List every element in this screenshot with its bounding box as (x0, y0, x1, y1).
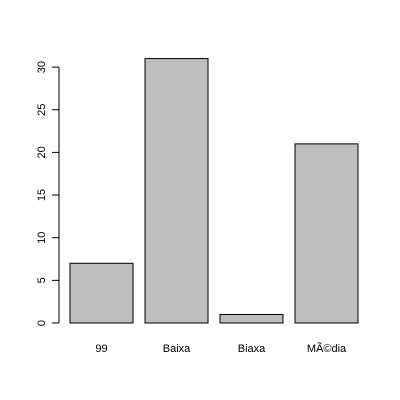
y-tick-label: 20 (36, 146, 48, 158)
y-tick-label: 0 (36, 320, 48, 326)
bar-2 (219, 313, 284, 324)
y-tick-label: 5 (36, 277, 48, 283)
category-label-0: 99 (95, 343, 107, 355)
y-tick-label: 30 (36, 61, 48, 73)
bar-0 (69, 262, 134, 324)
bar-1 (144, 58, 209, 324)
bars (69, 58, 359, 324)
category-label-1: Baixa (163, 343, 191, 355)
y-tick-label: 15 (36, 189, 48, 201)
y-axis: 0 5 10 15 20 25 30 (36, 61, 60, 326)
bar-3 (294, 143, 359, 324)
y-tick-label: 25 (36, 104, 48, 116)
category-label-2: Biaxa (238, 343, 266, 355)
y-tick-label: 10 (36, 232, 48, 244)
category-labels: 99 Baixa Biaxa MÃ©dia (95, 342, 347, 355)
category-label-3: MÃ©dia (307, 342, 347, 355)
